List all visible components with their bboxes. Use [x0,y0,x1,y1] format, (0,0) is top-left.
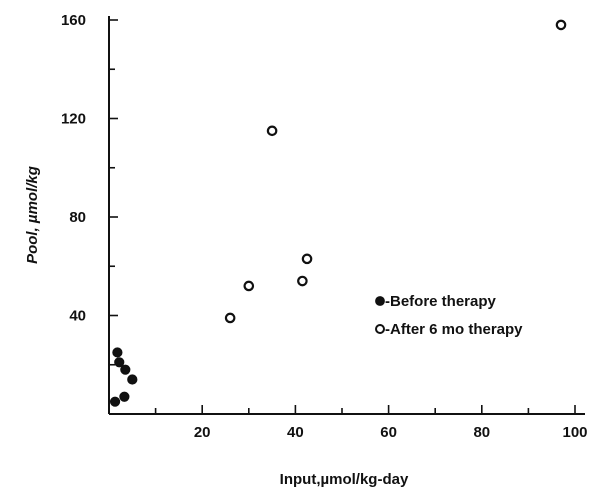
x-tick-label: 40 [287,424,304,441]
x-axis-title: Input,µmol/kg-day [280,471,409,488]
after-therapy-point [243,280,255,292]
before-therapy-point [119,391,130,402]
after-therapy-point [555,19,567,31]
before-therapy-point [109,396,121,407]
y-tick-label: 80 [69,209,86,226]
axes [108,16,585,415]
legend-label: -Before therapy [385,293,497,310]
legend-marker-after [375,324,385,334]
before-therapy-point [120,364,131,375]
legend-marker-before [375,296,385,306]
after-therapy-point [266,125,278,137]
x-tick-label: 100 [562,424,587,441]
y-tick-label: 160 [61,12,86,29]
y-tick-label: 40 [69,308,86,325]
before-therapy-point [114,357,125,368]
before-therapy-point [127,374,138,385]
legend: -Before therapy -After 6 mo therapy [375,293,523,338]
points [109,19,567,407]
after-therapy-point [224,312,236,324]
legend-label: -After 6 mo therapy [385,321,523,338]
x-tick-label: 20 [194,424,211,441]
ticks: 20 40 60 80 100 40 80 120 160 [61,12,588,441]
x-tick-label: 60 [380,424,397,441]
x-tick-label: 80 [473,424,490,441]
y-axis-title: Pool, µmol/kg [24,166,41,264]
y-tick-label: 120 [61,111,86,128]
after-therapy-point [301,253,313,265]
after-therapy-point [297,275,308,287]
before-therapy-point [112,347,123,358]
